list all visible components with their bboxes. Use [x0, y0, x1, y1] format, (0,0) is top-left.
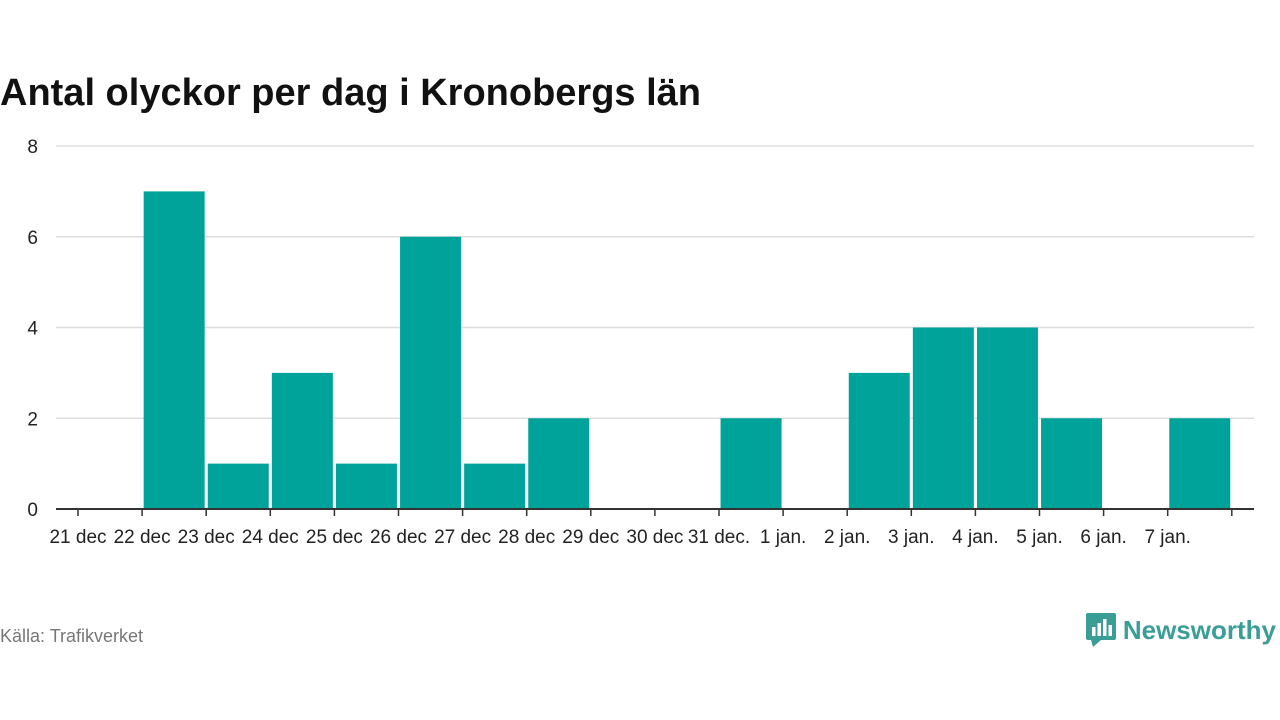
bar-chart: 0 2 4 6 8 21 dec 22 dec 23 dec 24 dec 25 dec 26 d… [27, 137, 1254, 548]
y-tick-label: 4 [27, 319, 38, 340]
x-tick-label: 27 dec [434, 527, 491, 548]
bar [848, 372, 910, 509]
y-tick-label: 0 [27, 500, 38, 521]
x-tick-label: 26 dec [370, 527, 427, 548]
x-tick-label: 7 jan. [1144, 527, 1190, 548]
x-tick-label: 30 dec [626, 527, 683, 548]
brand-name: Newsworthy [1122, 614, 1276, 645]
bar [720, 418, 782, 509]
bar [528, 418, 590, 509]
bars [143, 191, 1231, 509]
newsworthy-logo-icon [1085, 613, 1116, 647]
brand: Newsworthy [1085, 612, 1276, 648]
bar [207, 463, 269, 509]
bar [335, 463, 397, 509]
bar [912, 327, 974, 509]
bar [271, 372, 333, 509]
x-tick-label: 31 dec. [688, 527, 750, 548]
x-tick-label: 5 jan. [1016, 527, 1062, 548]
y-axis-labels: 0 2 4 6 8 [27, 137, 38, 521]
source-note: Källa: Trafikverket [0, 626, 144, 646]
x-tick-label: 4 jan. [952, 527, 998, 548]
x-tick-label: 24 dec [242, 527, 299, 548]
x-tick-label: 21 dec [49, 527, 106, 548]
x-tick-label: 25 dec [306, 527, 363, 548]
bar [400, 236, 462, 509]
x-tick-label: 1 jan. [760, 527, 806, 548]
x-tick-label: 28 dec [498, 527, 555, 548]
bar [1041, 418, 1103, 509]
bar [1169, 418, 1231, 509]
bar [143, 191, 205, 509]
x-tick-label: 2 jan. [824, 527, 870, 548]
bar [976, 327, 1038, 509]
chart-title: Antal olyckor per dag i Kronobergs län [0, 72, 702, 114]
y-tick-label: 2 [27, 409, 38, 430]
bar [464, 463, 526, 509]
x-tick-label: 29 dec [562, 527, 619, 548]
x-tick-label: 3 jan. [888, 527, 934, 548]
y-tick-label: 6 [27, 228, 38, 249]
x-tick-label: 23 dec [178, 527, 235, 548]
y-tick-label: 8 [27, 137, 38, 158]
gridlines [56, 145, 1254, 419]
x-axis: 21 dec 22 dec 23 dec 24 dec 25 dec 26 dec 27 d… [49, 508, 1254, 548]
x-tick-label: 22 dec [114, 527, 171, 548]
x-tick-label: 6 jan. [1080, 527, 1126, 548]
